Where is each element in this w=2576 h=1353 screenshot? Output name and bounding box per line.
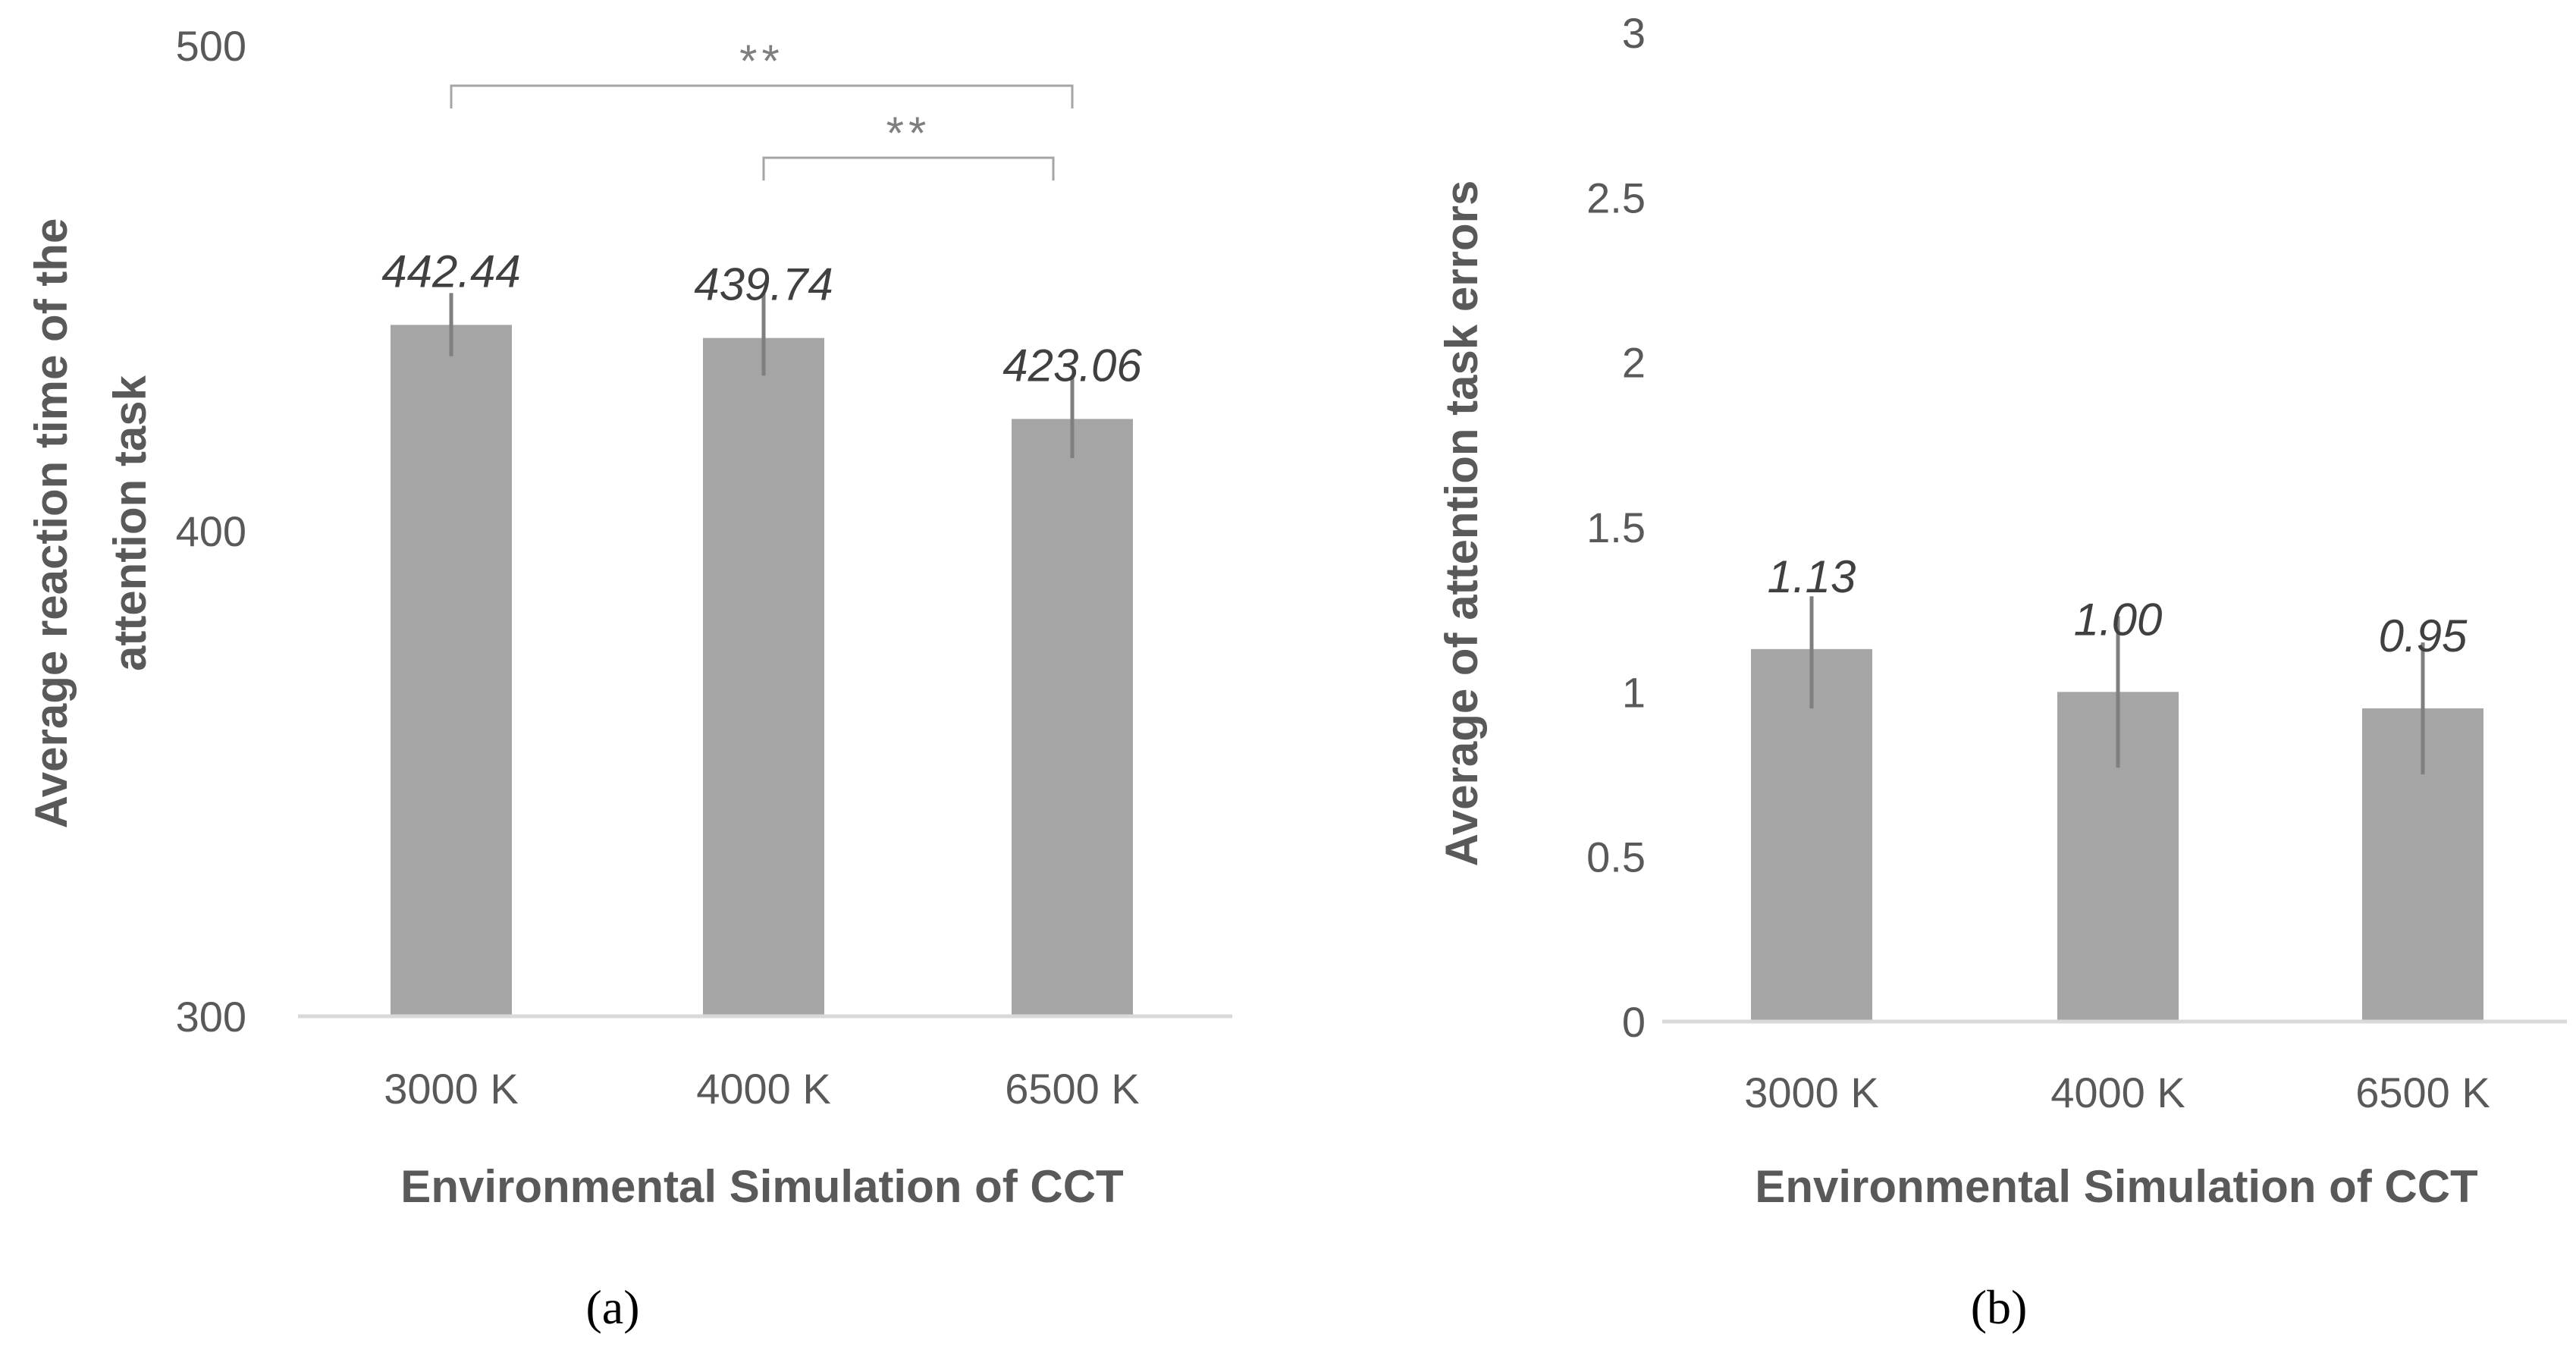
panel-a-label: (a) — [585, 1280, 639, 1334]
y-tick-label: 1.5 — [1586, 504, 1646, 551]
bar — [391, 325, 512, 1016]
y-axis-title-line: Average of attention task errors — [1436, 181, 1487, 867]
y-tick-label: 0.5 — [1586, 833, 1646, 881]
y-tick-label: 3 — [1622, 9, 1646, 57]
y-tick-label: 2.5 — [1586, 174, 1646, 221]
y-tick-label: 500 — [176, 22, 246, 70]
significance-label: ** — [886, 108, 931, 159]
y-axis-title: Average reaction time of the attention ta… — [26, 218, 155, 829]
y-tick-label: 2 — [1622, 339, 1646, 387]
x-category-label: 6500 K — [2355, 1069, 2490, 1116]
y-tick-label: 400 — [176, 507, 246, 555]
bar — [1012, 419, 1133, 1016]
x-axis-title: Environmental Simulation of CCT — [400, 1161, 1123, 1212]
data-label: 439.74 — [694, 259, 833, 310]
data-label: 1.00 — [2074, 594, 2163, 645]
significance-bracket — [450, 84, 1074, 108]
y-axis-title-line: attention task — [105, 375, 155, 671]
data-label: 0.95 — [2379, 611, 2468, 661]
x-category-label: 4000 K — [2050, 1069, 2185, 1116]
y-axis-title: Average of attention task errors — [1436, 181, 1487, 867]
panel-b-label: (b) — [1971, 1280, 2028, 1334]
chart-a: 300 400 500 442.44 3000 K 439.74 4000 K 423.06 6… — [26, 22, 1232, 1212]
y-axis-title-line: Average reaction time of the — [26, 218, 77, 829]
significance-label: ** — [739, 36, 784, 86]
y-tick-label: 300 — [176, 993, 246, 1041]
x-category-label: 6500 K — [1005, 1065, 1140, 1113]
data-label: 1.13 — [1768, 551, 1856, 602]
y-tick-label: 1 — [1622, 668, 1646, 716]
x-axis-title: Environmental Simulation of CCT — [1755, 1161, 2477, 1212]
significance-bracket — [762, 156, 1055, 181]
y-tick-label: 0 — [1622, 998, 1646, 1046]
x-category-label: 4000 K — [696, 1065, 831, 1113]
data-label: 442.44 — [381, 246, 521, 297]
chart-b: 0 0.5 1 1.5 2 2.5 3 1.13 3000 K 1.00 4000 K 0.95 650… — [1436, 9, 2567, 1212]
x-category-label: 3000 K — [384, 1065, 519, 1113]
x-category-label: 3000 K — [1744, 1069, 1879, 1116]
bar — [703, 337, 824, 1016]
data-label: 423.06 — [1002, 340, 1142, 391]
bar — [1751, 648, 1872, 1022]
